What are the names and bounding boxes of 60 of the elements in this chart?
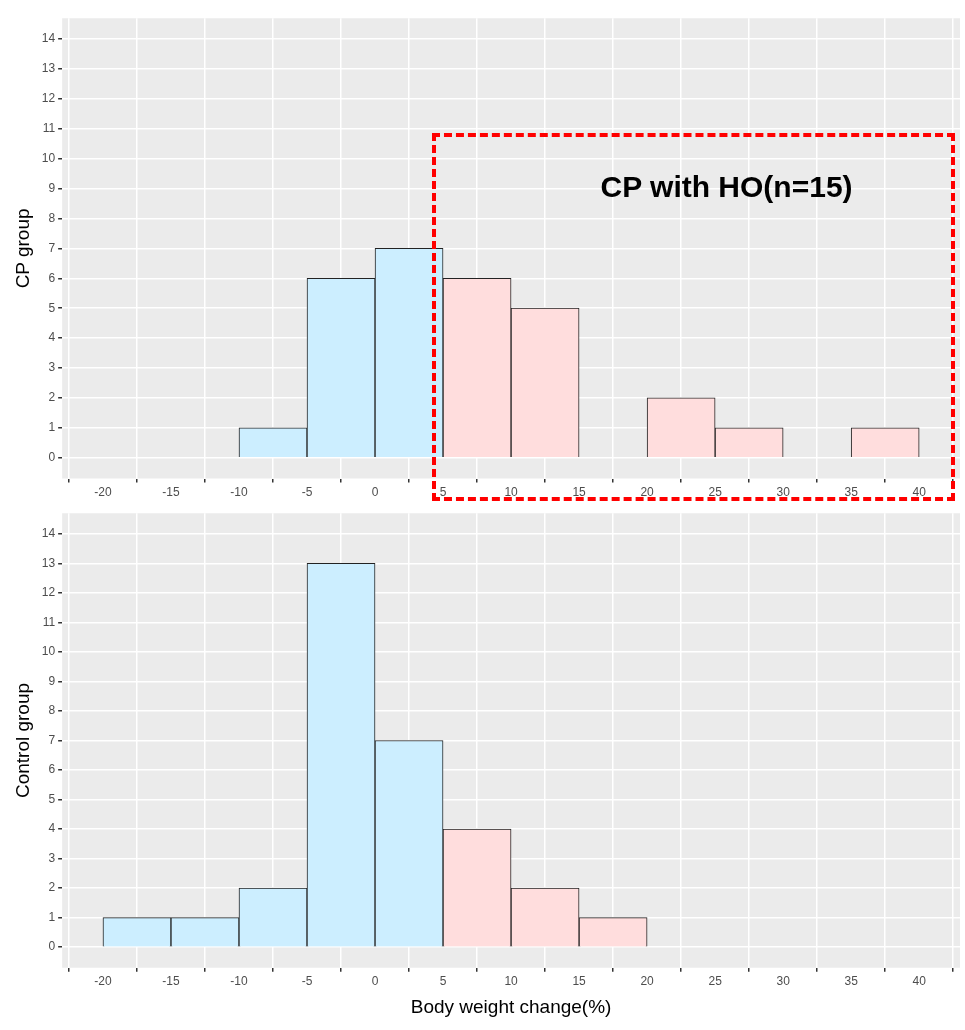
y-tick-label: 13 — [41, 555, 56, 570]
x-tick-label: 40 — [912, 485, 927, 500]
x-tick-label: 0 — [371, 485, 379, 500]
x-tick-label: -5 — [301, 485, 313, 500]
x-tick-label: 20 — [640, 485, 655, 500]
y-tick-label: 7 — [48, 732, 56, 747]
x-tick-label: 15 — [572, 974, 587, 989]
y-tick-label: 6 — [48, 762, 56, 777]
y-axis-title: CP group — [11, 208, 33, 289]
y-tick-label: 12 — [41, 585, 56, 600]
x-tick-label: 40 — [912, 974, 927, 989]
y-tick-label: 1 — [48, 420, 56, 435]
y-tick-label: 14 — [41, 526, 56, 541]
x-tick-label: 10 — [504, 974, 519, 989]
x-tick-label: -15 — [162, 485, 180, 500]
x-tick-label: 5 — [439, 974, 447, 989]
y-tick-label: 0 — [48, 449, 56, 464]
x-tick-label: 25 — [708, 974, 723, 989]
x-tick-label: 30 — [776, 485, 791, 500]
x-tick-label: 25 — [708, 485, 723, 500]
y-tick-label: 8 — [48, 210, 56, 225]
x-tick-label: -5 — [301, 974, 313, 989]
x-tick-label: -10 — [230, 974, 248, 989]
y-tick-label: 5 — [48, 300, 56, 315]
x-tick-label: 10 — [504, 485, 519, 500]
x-tick-label: 30 — [776, 974, 791, 989]
y-tick-label: 11 — [42, 614, 56, 629]
y-axis-title: Control group — [11, 682, 33, 799]
x-tick-label: -10 — [230, 485, 248, 500]
x-axis-title: Body weight change(%) — [410, 995, 612, 1017]
y-tick-label: 1 — [48, 909, 56, 924]
x-tick-label: 0 — [371, 974, 379, 989]
y-tick-label: 4 — [48, 821, 56, 836]
x-tick-label: -15 — [162, 974, 180, 989]
y-tick-label: 13 — [41, 61, 56, 76]
x-tick-label: -20 — [94, 974, 112, 989]
annotation: CP with HO(n=15) — [600, 169, 853, 203]
y-tick-label: 3 — [48, 360, 56, 375]
y-tick-label: 14 — [41, 31, 56, 46]
x-tick-label: 5 — [439, 485, 447, 500]
x-tick-label: 15 — [572, 485, 587, 500]
y-tick-label: 2 — [48, 880, 56, 895]
x-tick-label: 35 — [844, 974, 859, 989]
x-tick-label: 20 — [640, 974, 655, 989]
y-tick-label: 10 — [41, 644, 56, 659]
y-tick-label: 6 — [48, 270, 56, 285]
y-tick-label: 10 — [41, 151, 56, 166]
y-tick-label: 12 — [41, 91, 56, 106]
y-tick-label: 5 — [48, 791, 56, 806]
y-tick-label: 11 — [42, 121, 56, 136]
y-tick-label: 8 — [48, 703, 56, 718]
y-tick-label: 7 — [48, 240, 56, 255]
y-tick-label: 2 — [48, 390, 56, 405]
y-tick-label: 4 — [48, 330, 56, 345]
x-tick-label: 35 — [844, 485, 859, 500]
x-tick-label: -20 — [94, 485, 112, 500]
y-tick-label: 3 — [48, 850, 56, 865]
y-tick-label: 0 — [48, 939, 56, 954]
y-tick-label: 9 — [48, 673, 56, 688]
y-tick-label: 9 — [48, 180, 56, 195]
